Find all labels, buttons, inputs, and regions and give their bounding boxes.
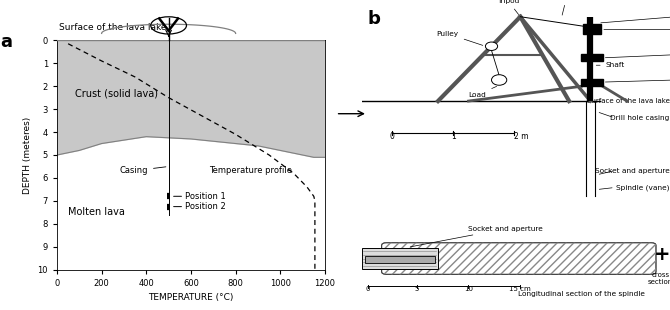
Bar [583, 24, 601, 33]
Text: 2 m: 2 m [515, 132, 529, 141]
X-axis label: TEMPERATURE (°C): TEMPERATURE (°C) [148, 293, 234, 302]
Bar [365, 256, 435, 263]
Text: 1: 1 [451, 132, 456, 141]
Text: Casing: Casing [119, 166, 166, 175]
Text: 15 cm: 15 cm [509, 286, 531, 292]
Text: 10: 10 [464, 286, 473, 292]
Text: Position 2: Position 2 [186, 202, 226, 211]
Text: Longitudinal section of the spindle: Longitudinal section of the spindle [518, 291, 645, 297]
Text: cross
section: cross section [648, 272, 670, 285]
Text: Surface of the lava lake: Surface of the lava lake [587, 98, 670, 104]
Text: 0: 0 [366, 286, 370, 292]
Text: Crust (solid lava): Crust (solid lava) [75, 88, 158, 98]
Polygon shape [57, 40, 325, 157]
Circle shape [486, 42, 498, 51]
Bar [362, 248, 438, 269]
FancyBboxPatch shape [382, 243, 656, 274]
Text: Shaft: Shaft [596, 62, 625, 68]
Text: Molten lava: Molten lava [68, 207, 125, 217]
Circle shape [492, 75, 507, 85]
Text: Stainless
steel wire: Stainless steel wire [550, 0, 586, 15]
Text: +: + [654, 245, 670, 264]
Bar [582, 54, 602, 61]
Text: Drill hole casing: Drill hole casing [610, 115, 670, 121]
Text: a: a [1, 33, 13, 51]
Text: 0: 0 [390, 132, 395, 141]
Text: Load: Load [468, 86, 496, 98]
Bar [582, 79, 602, 86]
Text: 5: 5 [415, 286, 419, 292]
Text: Temperature profile: Temperature profile [209, 166, 292, 175]
Text: Spindle (vane): Spindle (vane) [616, 184, 670, 191]
Text: Socket and aperture: Socket and aperture [410, 226, 543, 247]
Y-axis label: DEPTH (meteres): DEPTH (meteres) [23, 116, 32, 194]
Text: Surface of the lava lake: Surface of the lava lake [59, 23, 167, 32]
Text: b: b [368, 11, 381, 29]
Text: Socket and aperture: Socket and aperture [595, 168, 670, 174]
Text: Pulley: Pulley [437, 31, 483, 45]
Text: Position 1: Position 1 [186, 192, 226, 201]
Text: Tripod: Tripod [497, 0, 519, 15]
